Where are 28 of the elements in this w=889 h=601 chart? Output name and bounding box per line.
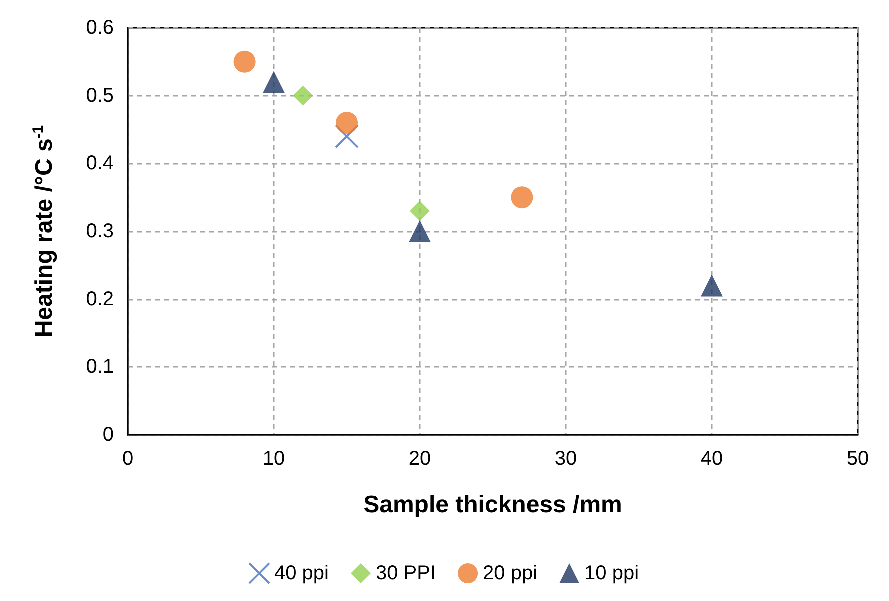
x-tick-label: 50 [846,448,870,470]
point [701,274,723,297]
x-tick-label: 0 [122,448,134,470]
x-axis-title: Sample thickness /mm [364,492,622,518]
y-tick-label: 0.3 [86,220,114,242]
point [293,86,314,106]
y-axis-title: Heating rate /°C s-1 [30,125,58,338]
y-tick-label: 0.6 [86,17,114,39]
y-tick-label: 0.1 [86,356,114,378]
point [511,186,534,209]
legend-label: 30 PPI [376,562,436,584]
legend-label: 40 ppi [274,562,329,584]
point [410,201,430,222]
x-tick-label: 10 [262,448,286,470]
y-tick-label: 0.5 [86,84,114,107]
point [336,112,358,134]
y-tick-label: 0.4 [86,152,114,175]
legend-label: 20 ppi [483,562,538,584]
y-tick-label: 0 [102,424,114,446]
point [234,50,256,73]
y-tick-label: 0.2 [86,288,114,310]
x-tick-label: 20 [408,448,432,470]
x-tick-label: 40 [700,448,724,470]
x-tick-label: 30 [554,448,578,470]
point [335,124,359,149]
point [409,220,431,242]
legend-label: 10 ppi [584,562,640,584]
point [263,71,285,94]
